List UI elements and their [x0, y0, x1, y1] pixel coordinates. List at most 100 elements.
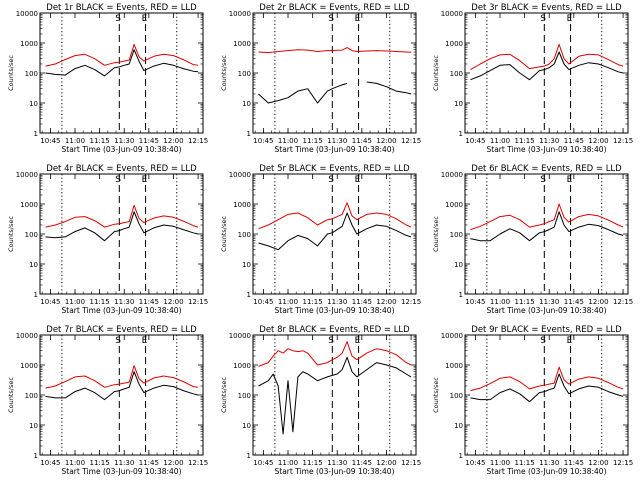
- x-tick-label: 12:15: [401, 137, 421, 145]
- y-tick-label: 10: [454, 261, 463, 269]
- marker-label: S: [115, 336, 121, 346]
- series-line-lld: [258, 341, 412, 367]
- series-line-events: [470, 211, 624, 242]
- x-tick-label: 11:15: [90, 137, 110, 145]
- marker-label: E: [142, 336, 148, 346]
- panel-title: Det 7r BLACK = Events, RED = LLD: [46, 325, 197, 335]
- marker-label: S: [540, 175, 546, 185]
- x-tick-label: 11:15: [303, 137, 323, 145]
- panel-title: Det 5r BLACK = Events, RED = LLD: [259, 164, 410, 174]
- x-tick-label: 10:45: [40, 459, 60, 467]
- x-tick-label: 11:45: [564, 298, 584, 306]
- x-tick-label: 12:00: [376, 459, 396, 467]
- plot-frame: [464, 334, 629, 456]
- y-axis-label: Counts/sec: [220, 216, 228, 252]
- y-tick-label: 100: [238, 231, 251, 239]
- plot-frame: [464, 12, 629, 134]
- x-tick-label: 11:45: [352, 459, 372, 467]
- x-tick-label: 11:00: [65, 298, 85, 306]
- y-axis-label: Counts/sec: [220, 377, 228, 413]
- panel-det-8r: Det 8r BLACK = Events, RED = LLD 1 10 100 10…: [220, 325, 421, 476]
- y-axis-label: Counts/sec: [7, 55, 15, 91]
- panel-title: Det 6r BLACK = Events, RED = LLD: [471, 164, 622, 174]
- x-tick-label: 11:00: [490, 459, 510, 467]
- x-tick-label: 11:45: [564, 137, 584, 145]
- panel-det-3r: Det 3r BLACK = Events, RED = LLD 1 10 100 10…: [432, 3, 633, 154]
- series-line-lld: [258, 202, 412, 230]
- x-tick-label: 10:45: [40, 137, 60, 145]
- x-tick-label: 11:00: [278, 459, 298, 467]
- y-tick-label: 10: [242, 100, 251, 108]
- y-tick-label: 100: [450, 392, 463, 400]
- x-tick-label: 10:45: [253, 459, 273, 467]
- series-line-lld: [45, 365, 199, 389]
- x-axis-label: Start Time (03-Jun-09 10:38:40): [275, 467, 395, 476]
- y-tick-label: 10000: [229, 171, 251, 179]
- x-tick-label: 12:00: [588, 298, 608, 306]
- marker-label: E: [567, 14, 573, 24]
- x-tick-label: 12:00: [376, 137, 396, 145]
- x-axis-label: Start Time (03-Jun-09 10:38:40): [62, 145, 182, 154]
- plot-frame: [464, 173, 629, 295]
- x-tick-label: 10:45: [253, 298, 273, 306]
- panel-det-9r: Det 9r BLACK = Events, RED = LLD 1 10 100 10…: [432, 325, 633, 476]
- x-tick-label: 11:00: [65, 137, 85, 145]
- marker-label: E: [355, 336, 361, 346]
- y-tick-label: 10000: [441, 10, 463, 18]
- x-tick-label: 11:45: [139, 298, 159, 306]
- x-tick-label: 11:15: [515, 298, 535, 306]
- plot-frame: [39, 173, 204, 295]
- y-axis-label: Counts/sec: [220, 55, 228, 91]
- panel-title: Det 4r BLACK = Events, RED = LLD: [46, 164, 197, 174]
- x-tick-label: 11:00: [490, 298, 510, 306]
- x-tick-label: 11:45: [139, 459, 159, 467]
- y-tick-label: 1: [459, 130, 463, 138]
- x-tick-label: 10:45: [40, 298, 60, 306]
- x-tick-label: 11:30: [114, 137, 134, 145]
- y-tick-label: 1: [34, 130, 38, 138]
- y-tick-label: 1000: [233, 362, 251, 370]
- y-tick-label: 100: [25, 231, 38, 239]
- panel-det-6r: Det 6r BLACK = Events, RED = LLD 1 10 100 10…: [432, 164, 633, 315]
- marker-label: S: [328, 336, 334, 346]
- y-tick-label: 10000: [229, 332, 251, 340]
- x-tick-label: 11:15: [303, 459, 323, 467]
- series-line-events: [45, 211, 199, 242]
- panel-title: Det 8r BLACK = Events, RED = LLD: [259, 325, 410, 335]
- x-tick-label: 12:00: [163, 459, 183, 467]
- y-axis-label: Counts/sec: [7, 377, 15, 413]
- series-line-lld: [45, 43, 199, 67]
- y-tick-label: 10: [29, 422, 38, 430]
- y-tick-label: 1: [459, 452, 463, 460]
- x-tick-label: 11:45: [139, 137, 159, 145]
- series-line-events: [45, 371, 199, 401]
- y-tick-label: 10: [242, 261, 251, 269]
- y-tick-label: 10: [29, 100, 38, 108]
- panel-det-7r: Det 7r BLACK = Events, RED = LLD 1 10 100 10…: [7, 325, 208, 476]
- y-axis-label: Counts/sec: [432, 377, 440, 413]
- y-tick-label: 1000: [445, 201, 463, 209]
- marker-label: E: [142, 175, 148, 185]
- x-tick-label: 12:15: [401, 298, 421, 306]
- y-tick-label: 1000: [20, 40, 38, 48]
- y-tick-label: 100: [450, 231, 463, 239]
- x-tick-label: 11:15: [90, 298, 110, 306]
- y-tick-label: 1: [34, 291, 38, 299]
- x-tick-label: 12:15: [613, 459, 633, 467]
- y-tick-label: 10000: [16, 332, 38, 340]
- marker-label: E: [355, 175, 361, 185]
- x-tick-label: 11:30: [539, 459, 559, 467]
- x-tick-label: 11:30: [114, 298, 134, 306]
- x-tick-label: 11:00: [65, 459, 85, 467]
- x-tick-label: 12:15: [613, 298, 633, 306]
- panel-det-1r: Det 1r BLACK = Events, RED = LLD 1 10 100 10…: [7, 3, 208, 154]
- marker-label: E: [567, 336, 573, 346]
- x-tick-label: 12:15: [613, 137, 633, 145]
- y-tick-label: 100: [450, 70, 463, 78]
- x-tick-label: 11:30: [539, 298, 559, 306]
- x-axis-label: Start Time (03-Jun-09 10:38:40): [62, 306, 182, 315]
- panel-title: Det 3r BLACK = Events, RED = LLD: [471, 3, 622, 13]
- y-axis-label: Counts/sec: [7, 216, 15, 252]
- y-tick-label: 10: [29, 261, 38, 269]
- y-tick-label: 1: [247, 130, 251, 138]
